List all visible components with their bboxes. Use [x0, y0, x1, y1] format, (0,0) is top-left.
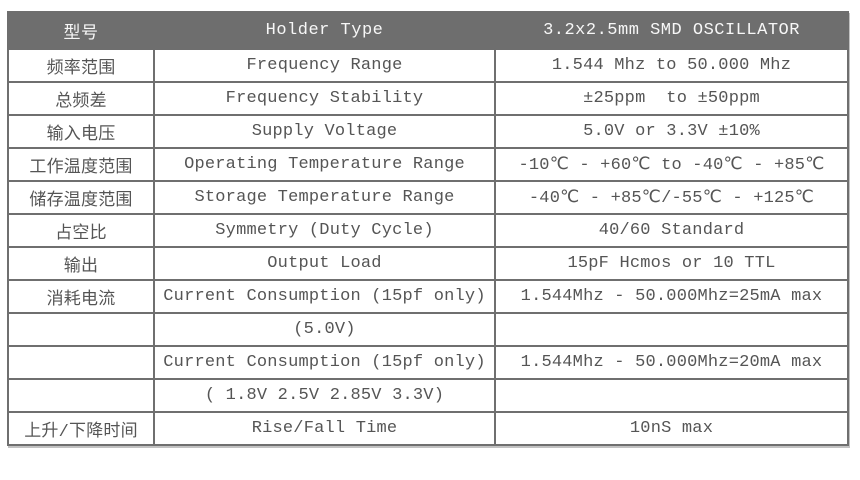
param-name-cn: 输出: [7, 246, 155, 281]
param-value: 1.544Mhz - 50.000Mhz=20mA max: [494, 345, 849, 380]
param-name-en: Current Consumption (15pf only): [153, 345, 496, 380]
param-name-en: (5.0V): [153, 312, 496, 347]
spec-table: 型号 Holder Type 3.2x2.5mm SMD OSCILLATOR …: [7, 11, 849, 446]
table-row: 输入电压 Supply Voltage 5.0V or 3.3V ±10%: [7, 114, 849, 149]
param-name-cn: 输入电压: [7, 114, 155, 149]
table-row: 频率范围 Frequency Range 1.544 Mhz to 50.000…: [7, 48, 849, 83]
header-holder-type-label: Holder Type: [153, 11, 496, 50]
param-name-en: Current Consumption (15pf only): [153, 279, 496, 314]
param-value: 15pF Hcmos or 10 TTL: [494, 246, 849, 281]
param-name-cn: [7, 345, 155, 380]
param-name-en: Frequency Stability: [153, 81, 496, 116]
param-name-cn: 总频差: [7, 81, 155, 116]
param-name-cn: [7, 312, 155, 347]
table-row: 输出 Output Load 15pF Hcmos or 10 TTL: [7, 246, 849, 281]
param-value: 5.0V or 3.3V ±10%: [494, 114, 849, 149]
param-name-en: Storage Temperature Range: [153, 180, 496, 215]
param-name-cn: 工作温度范围: [7, 147, 155, 182]
param-name-cn: 消耗电流: [7, 279, 155, 314]
header-model-label: 型号: [7, 11, 155, 50]
param-name-cn: 频率范围: [7, 48, 155, 83]
table-row: Current Consumption (15pf only) 1.544Mhz…: [7, 345, 849, 380]
table-row: (5.0V): [7, 312, 849, 347]
param-name-cn: 上升/下降时间: [7, 411, 155, 446]
param-name-cn: 储存温度范围: [7, 180, 155, 215]
param-value: 1.544Mhz - 50.000Mhz=25mA max: [494, 279, 849, 314]
table-row: 消耗电流 Current Consumption (15pf only) 1.5…: [7, 279, 849, 314]
param-name-en: Output Load: [153, 246, 496, 281]
param-value: 40/60 Standard: [494, 213, 849, 248]
param-value: [494, 312, 849, 347]
param-value: -10℃ - +60℃ to -40℃ - +85℃: [494, 147, 849, 182]
table-row: 工作温度范围 Operating Temperature Range -10℃ …: [7, 147, 849, 182]
param-value: -40℃ - +85℃/-55℃ - +125℃: [494, 180, 849, 215]
param-value: 1.544 Mhz to 50.000 Mhz: [494, 48, 849, 83]
param-value: [494, 378, 849, 413]
header-row: 型号 Holder Type 3.2x2.5mm SMD OSCILLATOR: [7, 11, 849, 50]
param-name-en: Supply Voltage: [153, 114, 496, 149]
param-name-en: Rise/Fall Time: [153, 411, 496, 446]
header-product-title: 3.2x2.5mm SMD OSCILLATOR: [494, 11, 849, 50]
table-row: 上升/下降时间 Rise/Fall Time 10nS max: [7, 411, 849, 446]
table-row: 总频差 Frequency Stability ±25ppm to ±50ppm: [7, 81, 849, 116]
param-name-cn: 占空比: [7, 213, 155, 248]
param-name-en: Frequency Range: [153, 48, 496, 83]
param-name-en: ( 1.8V 2.5V 2.85V 3.3V): [153, 378, 496, 413]
table-row: ( 1.8V 2.5V 2.85V 3.3V): [7, 378, 849, 413]
table-row: 占空比 Symmetry (Duty Cycle) 40/60 Standard: [7, 213, 849, 248]
param-name-cn: [7, 378, 155, 413]
param-name-en: Operating Temperature Range: [153, 147, 496, 182]
param-value: ±25ppm to ±50ppm: [494, 81, 849, 116]
param-name-en: Symmetry (Duty Cycle): [153, 213, 496, 248]
param-value: 10nS max: [494, 411, 849, 446]
table-row: 储存温度范围 Storage Temperature Range -40℃ - …: [7, 180, 849, 215]
